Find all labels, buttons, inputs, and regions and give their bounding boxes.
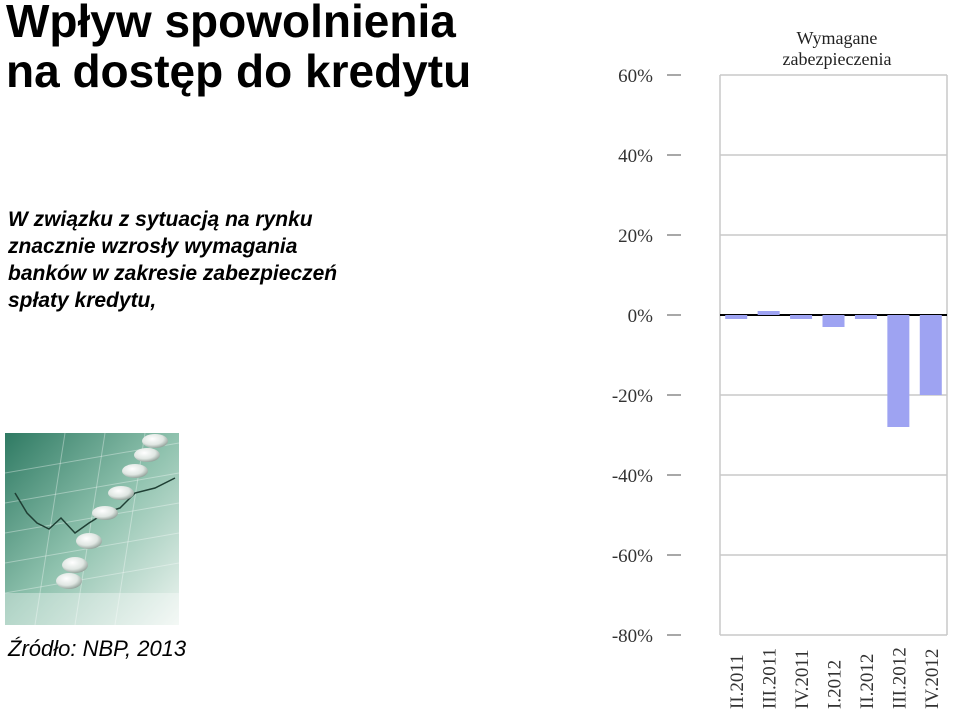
chart-title-line-2: zabezpieczenia xyxy=(783,49,892,69)
x-tick-label: IV.2011 xyxy=(792,649,813,709)
title-line-2: na dostęp do kredytu xyxy=(6,45,472,97)
bar-I.2012 xyxy=(822,315,845,327)
y-tick-label: -20% xyxy=(612,386,653,407)
x-tick-label: IV.2012 xyxy=(922,649,943,709)
bar-II.2012 xyxy=(854,315,877,319)
bar-chart: Wymagane zabezpieczenia 60% 40% 20% 0% -20% -… xyxy=(612,28,948,709)
x-tick-label: III.2011 xyxy=(760,648,781,709)
y-tick-label: 40% xyxy=(618,146,653,167)
y-tick-label: 0% xyxy=(628,306,654,327)
coins-on-growth-chart-image xyxy=(5,433,179,625)
slide-description: W związku z sytuacją na rynku znacznie w… xyxy=(8,208,338,312)
chart-title: Wymagane zabezpieczenia xyxy=(783,28,892,69)
bar-IV.2012 xyxy=(919,315,942,395)
bar-III.2011 xyxy=(757,311,780,315)
bars xyxy=(725,311,942,427)
y-tick-label: -60% xyxy=(612,546,653,567)
source-note: Źródło: NBP, 2013 xyxy=(8,636,187,661)
y-axis-ticks: 60% 40% 20% 0% -20% -40% -60% -80% xyxy=(612,66,681,647)
x-tick-label: II.2012 xyxy=(857,654,878,709)
chart-title-line-1: Wymagane xyxy=(797,28,878,48)
gridlines xyxy=(719,74,948,636)
x-tick-label: I.2012 xyxy=(825,660,846,709)
title-line-1: Wpływ spowolnienia xyxy=(6,0,456,47)
y-tick-label: -80% xyxy=(612,626,653,647)
bar-IV.2011 xyxy=(790,315,813,319)
bar-III.2012 xyxy=(887,315,910,427)
slide-title: Wpływ spowolnienia na dostęp do kredytu xyxy=(6,0,471,96)
x-tick-label: II.2011 xyxy=(727,654,748,709)
y-tick-label: 20% xyxy=(618,226,653,247)
x-tick-label: III.2012 xyxy=(889,647,910,709)
y-tick-label: -40% xyxy=(612,466,653,487)
bar-II.2011 xyxy=(725,315,748,319)
y-tick-label: 60% xyxy=(618,66,653,87)
x-axis-labels: II.2011 III.2011 IV.2011 I.2012 II.2012 III.2… xyxy=(727,647,943,709)
